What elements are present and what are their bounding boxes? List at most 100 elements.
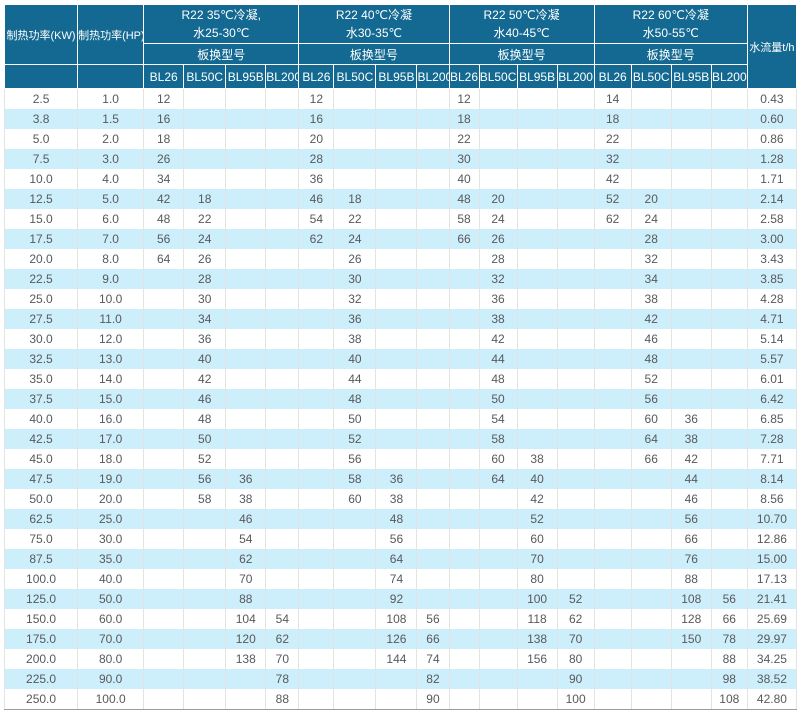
col-header-model-bl50c: BL50C xyxy=(333,64,377,89)
table-cell: 3.85 xyxy=(746,269,798,289)
table-cell: 28 xyxy=(478,249,518,269)
table-cell: 80.0 xyxy=(77,649,145,669)
table-cell: 20 xyxy=(630,189,672,209)
table-cell xyxy=(265,369,300,389)
table-cell: 126 xyxy=(375,629,418,649)
table-cell xyxy=(710,109,748,129)
table-cell xyxy=(265,289,300,309)
table-cell xyxy=(556,88,595,109)
table-cell xyxy=(225,369,267,389)
table-cell: 42 xyxy=(143,189,185,209)
table-cell xyxy=(416,209,450,229)
table-cell: 52 xyxy=(593,189,632,209)
table-cell xyxy=(478,689,518,710)
table-cell: 37.5 xyxy=(3,389,79,409)
table-cell: 40.0 xyxy=(77,569,145,589)
table-cell xyxy=(143,409,185,429)
table-cell xyxy=(710,429,748,449)
table-row: 37.5 15.0 46 48 50 56 6.42 xyxy=(3,389,798,409)
table-cell: 36 xyxy=(333,309,377,329)
table-cell xyxy=(225,149,267,169)
table-cell: 34 xyxy=(630,269,672,289)
table-cell xyxy=(375,189,418,209)
table-cell: 12 xyxy=(143,88,185,109)
table-cell: 52 xyxy=(333,429,377,449)
table-cell: 27.5 xyxy=(3,309,79,329)
table-cell xyxy=(298,489,335,509)
table-cell: 66 xyxy=(670,529,712,549)
table-cell xyxy=(630,169,672,189)
blank-header-cell xyxy=(77,64,145,89)
table-cell xyxy=(265,509,300,529)
table-cell: 40.0 xyxy=(3,409,79,429)
table-cell: 22 xyxy=(593,129,632,149)
table-cell: 62 xyxy=(225,549,267,569)
table-cell: 60.0 xyxy=(77,609,145,629)
table-cell xyxy=(516,349,558,369)
table-cell xyxy=(183,88,227,109)
table-cell: 70.0 xyxy=(77,629,145,649)
table-cell xyxy=(670,189,712,209)
table-cell xyxy=(516,669,558,689)
table-cell xyxy=(478,629,518,649)
table-cell: 48 xyxy=(333,389,377,409)
table-cell xyxy=(593,229,632,249)
table-cell xyxy=(298,249,335,269)
table-cell: 80 xyxy=(516,569,558,589)
table-cell xyxy=(375,369,418,389)
table-row: 15.0 6.0 48 22 54 22 58 24 62 24 2.58 xyxy=(3,209,798,229)
table-cell: 52 xyxy=(556,589,595,609)
table-cell xyxy=(265,529,300,549)
col-header-model-bl200: BL200 xyxy=(265,64,300,89)
table-row: 40.0 16.0 48 50 54 60 36 6.85 xyxy=(3,409,798,429)
table-cell xyxy=(143,589,185,609)
table-cell xyxy=(416,249,450,269)
col-header-model-bl50c: BL50C xyxy=(630,64,672,89)
table-cell: 6.42 xyxy=(746,389,798,409)
table-cell: 8.56 xyxy=(746,489,798,509)
table-cell xyxy=(225,129,267,149)
table-cell xyxy=(298,589,335,609)
table-cell xyxy=(375,449,418,469)
table-cell: 56 xyxy=(670,509,712,529)
table-cell xyxy=(448,529,480,549)
table-cell xyxy=(593,649,632,669)
table-cell: 18 xyxy=(333,189,377,209)
table-cell: 52 xyxy=(630,369,672,389)
table-cell: 9.0 xyxy=(77,269,145,289)
table-cell: 1.0 xyxy=(77,88,145,109)
table-cell: 138 xyxy=(225,649,267,669)
table-cell: 42 xyxy=(630,309,672,329)
group-header-line2: 水50-55℃ xyxy=(642,26,699,40)
col-header-heating-power-kw: 制热功率(KW) xyxy=(3,4,79,65)
table-cell xyxy=(416,129,450,149)
table-cell xyxy=(516,689,558,710)
table-cell: 38 xyxy=(478,309,518,329)
table-cell: 82 xyxy=(416,669,450,689)
table-cell xyxy=(670,669,712,689)
table-cell xyxy=(375,129,418,149)
table-cell: 25.69 xyxy=(746,609,798,629)
table-cell xyxy=(375,349,418,369)
table-cell: 56 xyxy=(183,469,227,489)
table-cell xyxy=(143,469,185,489)
table-cell xyxy=(298,369,335,389)
table-cell: 2.5 xyxy=(3,88,79,109)
table-cell: 44 xyxy=(670,469,712,489)
table-cell xyxy=(375,229,418,249)
table-cell: 7.71 xyxy=(746,449,798,469)
table-cell xyxy=(416,489,450,509)
table-cell: 36 xyxy=(298,169,335,189)
table-cell xyxy=(265,449,300,469)
table-cell xyxy=(448,569,480,589)
table-cell xyxy=(710,529,748,549)
table-cell: 45.0 xyxy=(3,449,79,469)
table-cell xyxy=(478,669,518,689)
table-cell xyxy=(556,229,595,249)
table-cell: 100 xyxy=(516,589,558,609)
table-cell xyxy=(298,429,335,449)
table-cell xyxy=(478,129,518,149)
table-cell xyxy=(225,229,267,249)
table-cell xyxy=(478,88,518,109)
table-cell xyxy=(478,549,518,569)
